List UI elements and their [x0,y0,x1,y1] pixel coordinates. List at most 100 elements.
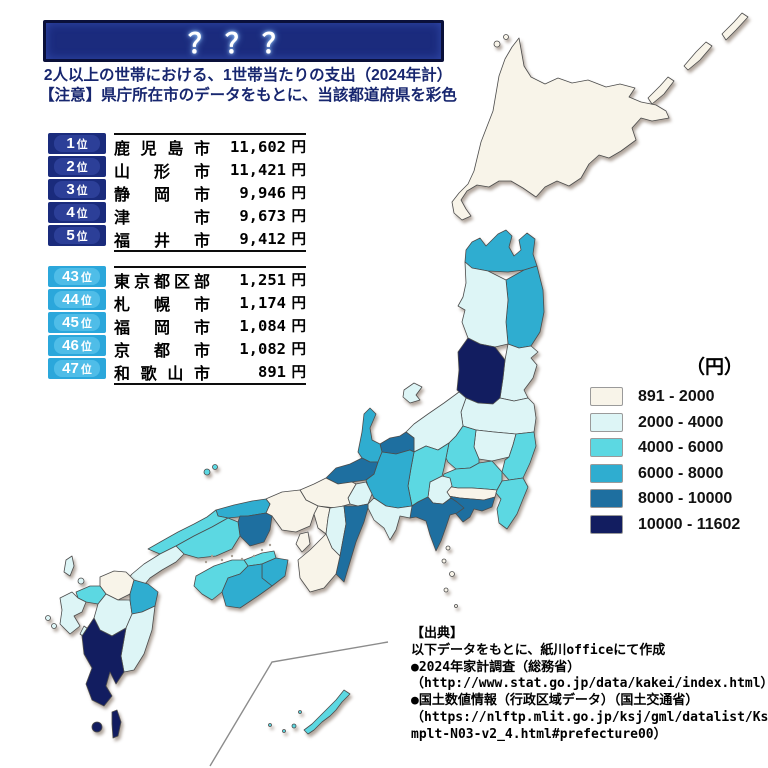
legend-item: 2000 - 4000 [590,413,723,432]
source-note: 【出典】 以下データをもとに、紙川officeにて作成 ●2024年家計調査（総… [411,626,768,744]
map-island-rebun [503,34,509,40]
value-unit: 円 [291,296,307,312]
rank-suffix: 位 [80,341,92,353]
legend-item: 891 - 2000 [590,387,715,406]
map-island-izu-2 [441,558,447,564]
map-island-tanegashima [111,709,122,739]
bottom5-ranking-table: 43 位 44 位 45 位 46 位 47 位 東京都区部 1,251 円 札幌市 1,174… [48,266,308,385]
rank-number: 43 [62,268,79,285]
map-prefecture-ishikawa [357,407,383,463]
map-prefecture-shizuoka [409,496,465,552]
value-unit: 円 [291,232,307,248]
map-island-oki-2 [212,464,218,470]
city-value: 9,412 [239,229,286,248]
map-island-sado [402,382,423,404]
map-prefecture-okinawa [303,689,351,735]
legend-label: 891 - 2000 [638,387,715,405]
city-value: 1,082 [239,339,286,358]
subtitle-line-2: 【注意】県庁所在市のデータをもとに、当該都道府県を彩色 [39,86,457,104]
table-row: 津市 9,673 円 [114,204,306,227]
map-prefecture-hokkaido [451,37,670,221]
legend-swatch [590,438,623,457]
map-island-izu-3 [449,571,455,577]
value-unit: 円 [291,319,307,335]
legend-swatch [590,464,623,483]
source-line: ●2024年家計調査（総務省） [411,659,581,675]
map-island-kuril-2 [683,41,713,71]
rank-suffix: 位 [80,295,92,307]
rank-badge: 46 位 [48,335,106,356]
source-line: 以下データをもとに、紙川officeにて作成 [411,642,666,658]
subtitle-line-1: 2人以上の世帯における、1世帯当たりの支出（2024年計） [43,67,453,84]
map-island-rishiri [493,40,501,48]
legend-label: 8000 - 10000 [638,489,733,507]
map-prefecture-miyagi [499,343,539,402]
map-prefecture-akita [457,261,509,348]
map-prefecture-miyazaki [120,605,156,673]
legend-title: （円） [686,357,744,378]
title-banner: ？？？ [43,20,444,62]
value-unit: 円 [291,273,307,289]
rank-number: 4 [66,204,75,221]
rank-suffix: 位 [76,185,88,197]
map-prefecture-chiba [495,477,529,530]
legend-swatch [590,387,623,406]
map-island-izu-4 [443,587,449,593]
rank-number: 46 [62,337,79,354]
map-island-goto-1 [45,615,51,621]
rank-badge: 43 位 [48,266,106,287]
table-row: 山形市 11,421 円 [114,158,306,181]
source-line: mplt-N03-v2_4.html#prefecture00） [411,726,667,742]
rank-suffix: 位 [76,208,88,220]
map-prefecture-yamagata [456,337,506,405]
table-row: 鹿児島市 11,602 円 [114,135,306,158]
city-name: 東京都区部 [114,273,210,291]
value-unit: 円 [291,342,307,358]
map-island-oki-1 [203,468,211,476]
legend-swatch [590,515,623,534]
rank-badge: 45 位 [48,312,106,333]
rank-badge: 47 位 [48,358,106,379]
legend-swatch [590,489,623,508]
rank-number: 3 [66,181,75,198]
map-region-honshu [121,229,545,608]
rank-suffix: 位 [76,231,88,243]
legend-label: 4000 - 6000 [638,438,724,456]
page-title: ？？？ [188,28,299,59]
value-unit: 円 [291,365,307,381]
map-island-tsushima [63,555,75,577]
map-prefecture-kochi [221,563,273,609]
rank-number: 5 [66,227,75,244]
legend-item: 6000 - 8000 [590,464,723,483]
city-value: 1,251 [239,270,286,289]
legend-item: 10000 - 11602 [590,515,740,534]
city-name: 和歌山市 [114,365,210,383]
source-line: （https://nlftp.mlit.go.jp/ksj/gml/datali… [411,709,768,725]
city-value: 1,174 [239,293,286,312]
map-island-okinawa-3 [298,710,302,714]
map-prefecture-okayama [237,512,273,547]
rank-suffix: 位 [76,162,88,174]
city-value: 1,084 [239,316,286,335]
rank-number: 1 [66,135,75,152]
rank-suffix: 位 [80,272,92,284]
map-island-izu-1 [445,545,451,551]
rank-number: 45 [62,314,79,331]
rank-number: 2 [66,158,75,175]
map-prefecture-kagoshima [81,617,127,707]
legend-swatch [590,413,623,432]
table-row: 札幌市 1,174 円 [114,291,306,314]
map-prefecture-mie [335,503,369,583]
city-name: 札幌市 [114,296,210,314]
map-prefecture-hiroshima [175,517,241,559]
legend-label: 2000 - 4000 [638,413,724,431]
table-row: 福井市 9,412 円 [114,227,306,250]
map-region-shikoku [193,550,289,609]
inland-sea-islets [204,543,272,564]
source-line: ●国土数値情報（行政区域データ）（国土交通省） [411,693,699,709]
city-value: 891 [258,362,286,381]
